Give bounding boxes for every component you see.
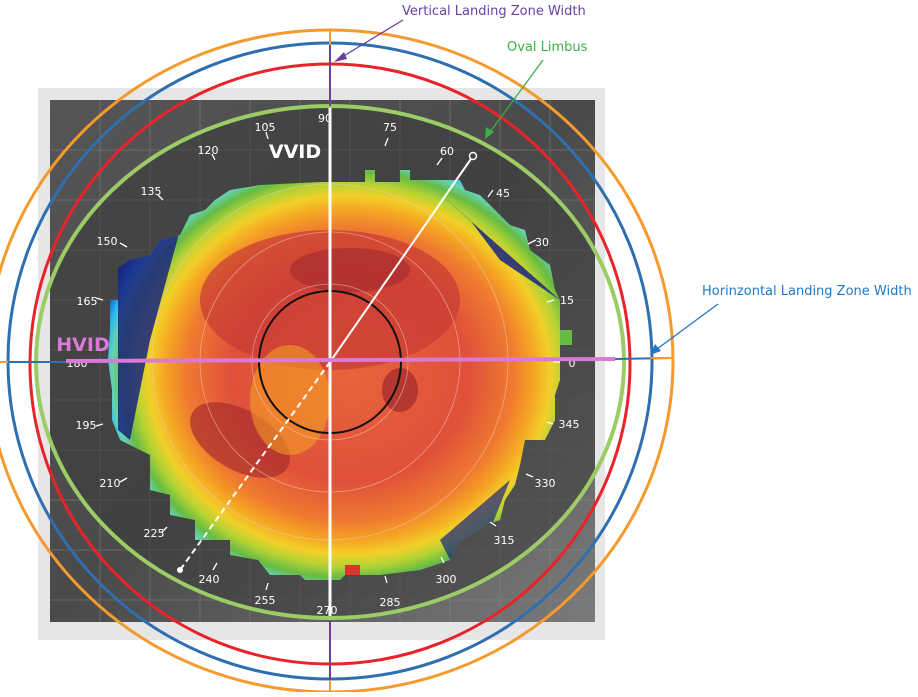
angle-labels: 90 75 60 45 30 15 0 345 330 315 300 285 … bbox=[67, 112, 580, 617]
hvid-label: HVID bbox=[56, 334, 109, 356]
angle-label-150: 150 bbox=[97, 235, 118, 248]
angle-label-210: 210 bbox=[100, 477, 121, 490]
angle-label-345: 345 bbox=[559, 418, 580, 431]
angle-label-60: 60 bbox=[440, 145, 454, 158]
meridian-endpoint-top bbox=[468, 151, 478, 161]
angle-label-315: 315 bbox=[494, 534, 515, 547]
vvid-label: VVID bbox=[269, 141, 321, 163]
angle-label-0: 0 bbox=[569, 357, 576, 370]
hvid-line bbox=[65, 357, 616, 363]
oval-limbus-label: Oval Limbus bbox=[507, 40, 588, 55]
angle-label-30: 30 bbox=[535, 236, 549, 249]
angle-label-255: 255 bbox=[255, 594, 276, 607]
angle-label-240: 240 bbox=[199, 573, 220, 586]
meridian-line-solid bbox=[329, 155, 474, 363]
angle-label-135: 135 bbox=[141, 185, 162, 198]
angle-ticks bbox=[95, 131, 560, 591]
angle-label-225: 225 bbox=[144, 527, 165, 540]
vertical-landing-zone-label: Vertical Landing Zone Width bbox=[402, 4, 586, 19]
elevation-heat-map bbox=[108, 170, 572, 580]
oval-limbus-arrow bbox=[485, 59, 544, 139]
angle-label-270: 270 bbox=[317, 604, 338, 617]
angle-label-15: 15 bbox=[560, 294, 574, 307]
angle-label-75: 75 bbox=[383, 121, 397, 134]
angle-label-285: 285 bbox=[380, 596, 401, 609]
angle-label-105: 105 bbox=[255, 121, 276, 134]
angle-label-120: 120 bbox=[198, 144, 219, 157]
meridian-line-dashed bbox=[179, 361, 331, 571]
horizontal-landing-zone-label: Horinzontal Landing Zone Width bbox=[702, 284, 912, 299]
angle-label-165: 165 bbox=[77, 295, 98, 308]
meridian-endpoint-bottom bbox=[177, 567, 183, 573]
angle-label-45: 45 bbox=[496, 187, 510, 200]
angle-label-300: 300 bbox=[436, 573, 457, 586]
heat-map-edge-block bbox=[560, 330, 572, 345]
angle-label-195: 195 bbox=[76, 419, 97, 432]
vertical-landing-zone-arrow bbox=[334, 19, 404, 62]
angle-label-330: 330 bbox=[535, 477, 556, 490]
horizontal-landing-zone-arrow bbox=[650, 303, 719, 355]
